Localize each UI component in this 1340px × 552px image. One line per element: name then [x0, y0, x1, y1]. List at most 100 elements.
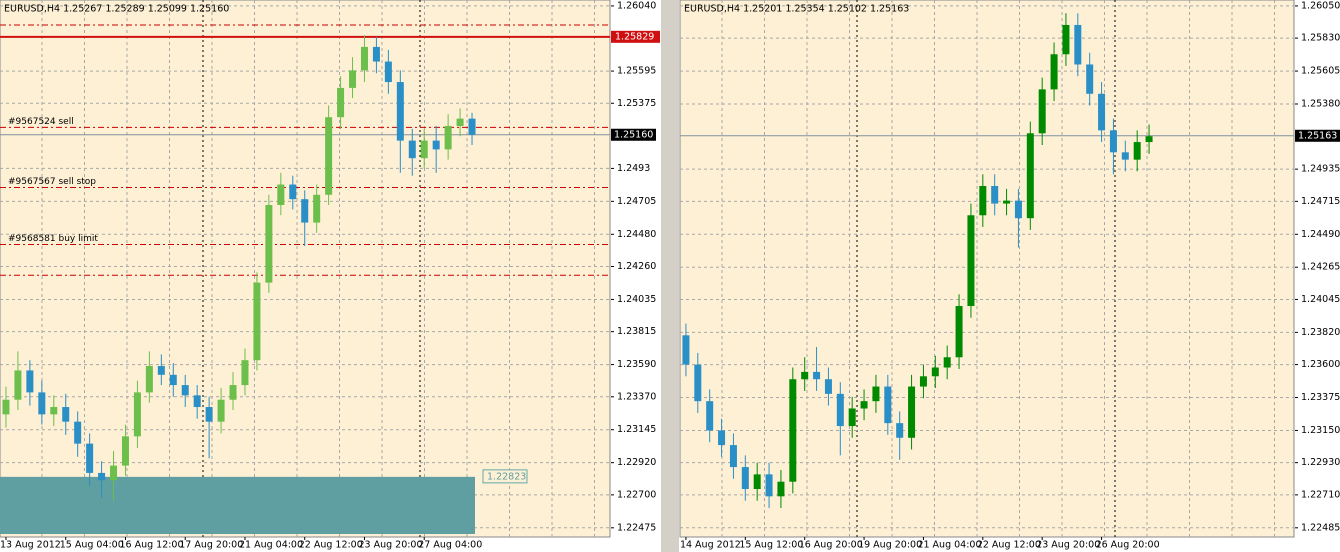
y-tick-label: 1.22700 — [617, 489, 656, 500]
candle-body — [682, 335, 690, 365]
plot-area — [0, 0, 611, 538]
x-tick-label: 16 Aug 12:00 — [119, 540, 183, 551]
candle-body — [1086, 64, 1094, 94]
candle-body — [265, 205, 273, 283]
candle-body — [908, 386, 916, 438]
candle-body — [872, 386, 880, 402]
candle-body — [360, 46, 368, 71]
candle-body — [884, 386, 892, 424]
y-tick-label: 1.23150 — [1301, 425, 1340, 436]
candle-body — [456, 118, 464, 126]
candle-body — [229, 385, 237, 400]
candle-body — [943, 357, 951, 368]
order-label: #9567567 sell stop — [8, 177, 96, 187]
candle-body — [241, 360, 249, 386]
candle-body — [979, 185, 987, 216]
candle-body — [384, 61, 392, 83]
candle-body — [444, 125, 452, 150]
y-tick-label: 1.23590 — [617, 359, 656, 370]
candle-body — [62, 407, 70, 422]
candle-body — [193, 395, 201, 408]
candle-body — [1014, 200, 1022, 219]
candle-body — [420, 140, 428, 159]
candle-body — [313, 194, 321, 223]
candle-body — [110, 465, 118, 481]
candle-body — [74, 421, 82, 444]
candle-body — [1038, 89, 1046, 134]
x-tick-label: 15 Aug 04:00 — [60, 540, 124, 551]
y-tick-label: 1.24715 — [1301, 196, 1340, 207]
zone-label: 1.22823 — [487, 471, 526, 482]
candle-body — [468, 118, 476, 135]
candle-body — [836, 393, 844, 427]
price-box — [1295, 129, 1340, 142]
y-tick-label: 1.23600 — [1301, 359, 1340, 370]
x-tick-label: 17 Aug 20:00 — [179, 540, 243, 551]
candle-body — [1050, 54, 1058, 90]
candle-body — [1003, 200, 1011, 204]
candle-body — [205, 407, 213, 422]
x-tick-label: 26 Aug 20:00 — [1096, 540, 1160, 551]
chart-title: EURUSD,H4 1.25267 1.25289 1.25099 1.2516… — [4, 4, 229, 15]
alert-box — [611, 30, 660, 43]
plot-area — [679, 0, 1295, 538]
x-tick-label: 14 Aug 2012 — [680, 540, 741, 551]
y-tick-label: 1.23375 — [1301, 392, 1340, 403]
y-tick-label: 1.24935 — [1301, 164, 1340, 175]
candle-body — [1109, 130, 1117, 153]
y-tick-label: 1.24265 — [1301, 262, 1340, 273]
candle-body — [694, 364, 702, 402]
candle-body — [217, 399, 225, 422]
current-price-label: 1.25163 — [1298, 130, 1337, 141]
chart-title: EURUSD,H4 1.25201 1.25354 1.25102 1.2516… — [684, 4, 909, 15]
y-tick-label: 1.24260 — [617, 261, 656, 272]
candle-body — [967, 215, 975, 307]
candle-body — [2, 399, 10, 415]
y-tick-label: 1.22475 — [617, 522, 656, 533]
candle-body — [848, 408, 856, 427]
x-tick-label: 19 Aug 20:00 — [858, 540, 922, 551]
splitter — [661, 0, 679, 552]
candle-body — [706, 401, 714, 431]
candle-body — [718, 430, 726, 446]
candle-body — [145, 366, 153, 393]
y-tick-label: 1.23370 — [617, 391, 656, 402]
y-tick-label: 1.23145 — [617, 424, 656, 435]
candle-body — [301, 199, 309, 223]
candle-body — [133, 392, 141, 437]
y-tick-label: 1.26050 — [1301, 0, 1340, 11]
candle-body — [824, 379, 832, 394]
y-tick-label: 1.23820 — [1301, 327, 1340, 338]
y-tick-label: 1.26040 — [617, 0, 656, 11]
y-tick-label: 1.24045 — [1301, 294, 1340, 305]
x-tick-label: 16 Aug 20:00 — [799, 540, 863, 551]
candle-body — [1133, 142, 1141, 160]
y-tick-label: 1.23815 — [617, 326, 656, 337]
candle-body — [14, 370, 22, 400]
candle-body — [789, 379, 797, 482]
candle-body — [753, 474, 761, 490]
y-tick-label: 1.25380 — [1301, 99, 1340, 110]
current-price-label: 1.25160 — [614, 129, 653, 140]
x-tick-label: 23 Aug 20:00 — [1036, 540, 1100, 551]
y-tick-label: 1.24480 — [617, 229, 656, 240]
x-tick-label: 15 Aug 12:00 — [739, 540, 803, 551]
candle-body — [325, 117, 333, 195]
x-tick-label: 21 Aug 04:00 — [239, 540, 303, 551]
y-tick-label: 1.24035 — [617, 294, 656, 305]
candle-body — [337, 87, 345, 118]
candle-body — [181, 385, 189, 396]
candle-body — [408, 140, 416, 159]
candle-body — [169, 374, 177, 386]
y-tick-label: 1.22710 — [1301, 489, 1340, 500]
candle-body — [860, 401, 868, 409]
y-tick-label: 1.22920 — [617, 457, 656, 468]
x-tick-label: 23 Aug 20:00 — [358, 540, 422, 551]
y-tick-label: 1.24705 — [617, 196, 656, 207]
candle-body — [991, 185, 999, 204]
candle-body — [432, 140, 440, 150]
candle-body — [50, 407, 58, 415]
candle-body — [729, 445, 737, 468]
x-tick-label: 22 Aug 12:00 — [977, 540, 1041, 551]
